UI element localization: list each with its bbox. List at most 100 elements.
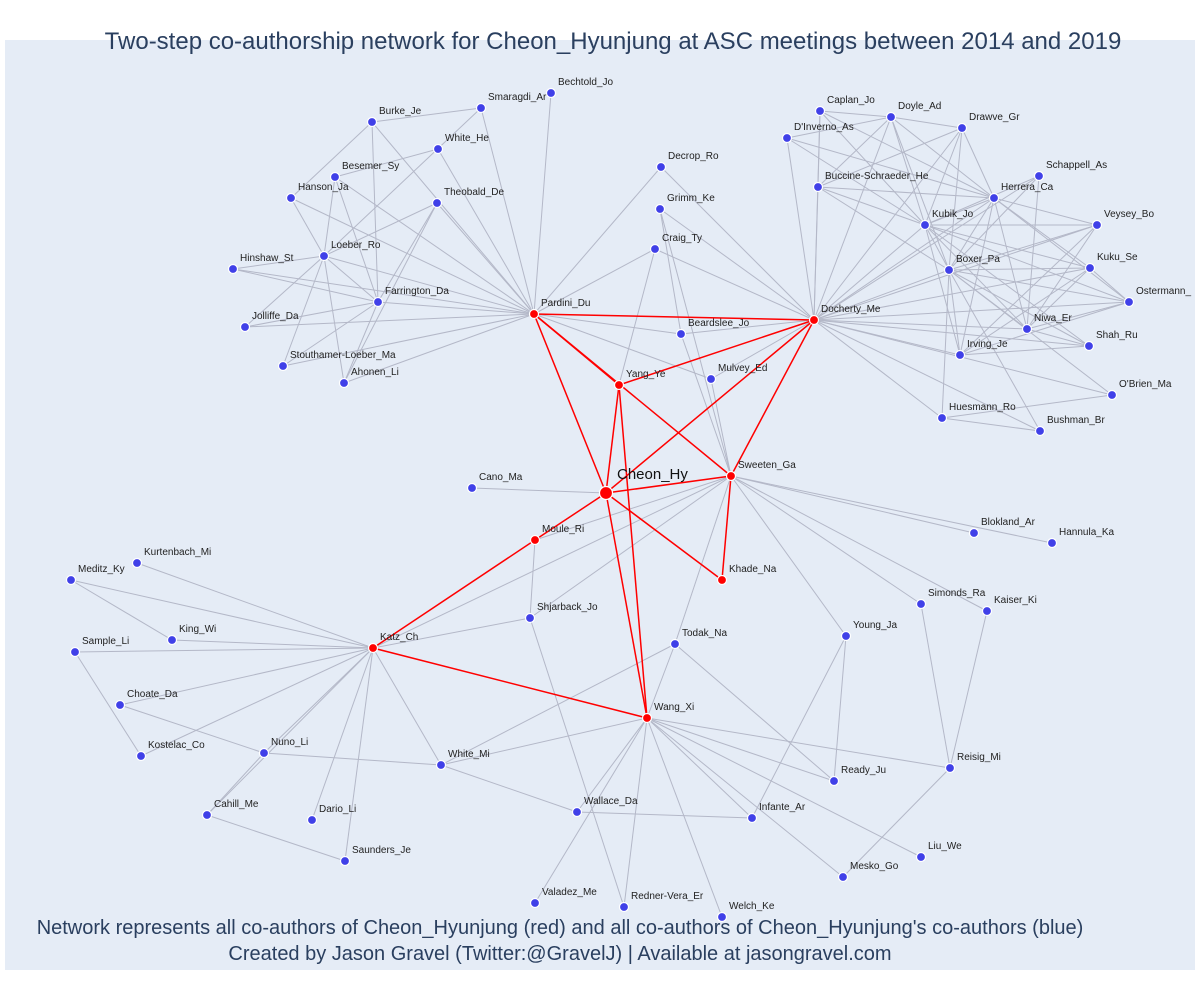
node-hannula-ka[interactable] [1046, 537, 1058, 549]
footer-description: Network represents all co-authors of Che… [36, 917, 1084, 939]
node-drawve-gr[interactable] [956, 122, 968, 134]
node-cheon-hy[interactable] [598, 485, 614, 501]
node-niwa-er[interactable] [1021, 323, 1033, 335]
node-dario-li[interactable] [306, 814, 318, 826]
node-blokland-ar[interactable] [968, 527, 980, 539]
node-label-buccine-schraeder-he: Buccine-Schraeder_He [825, 171, 929, 182]
node-label-welch-ke: Welch_Ke [729, 901, 775, 912]
node-pardini-du[interactable] [528, 308, 540, 320]
node-huesmann-ro[interactable] [936, 412, 948, 424]
node-sweeten-ga[interactable] [725, 470, 737, 482]
node-valadez-me[interactable] [529, 897, 541, 909]
node-bechtold-jo[interactable] [545, 87, 557, 99]
node-redner-vera-er[interactable] [618, 901, 630, 913]
node-infante-ar[interactable] [746, 812, 758, 824]
red-edge-cheon-hy-docherty-me [605, 319, 815, 494]
node-cahill-me[interactable] [201, 809, 213, 821]
node-boxer-pa[interactable] [943, 264, 955, 276]
edge-boxer-pa-ostermann [948, 269, 1130, 303]
node-mulvey-ed[interactable] [705, 373, 717, 385]
edge-young-ja-infante-ar [751, 635, 847, 819]
node-wallace-da[interactable] [571, 806, 583, 818]
node-label-docherty-me: Docherty_Me [821, 304, 881, 315]
node-loeber-ro[interactable] [318, 250, 330, 262]
node-wang-xi[interactable] [641, 712, 653, 724]
node-white-mi[interactable] [435, 759, 447, 771]
node-craig-ty[interactable] [649, 243, 661, 255]
edge-sweeten-ga-todak-na [674, 475, 732, 645]
node-smaragdi-ar[interactable] [475, 102, 487, 114]
node-welch-ke[interactable] [716, 911, 728, 923]
node-meditz-ky[interactable] [65, 574, 77, 586]
node-reisig-mi[interactable] [944, 762, 956, 774]
edge-doyle-ad-buccine-schraeder-he [817, 116, 892, 188]
node-besemer-sy[interactable] [329, 171, 341, 183]
node-burke-je[interactable] [366, 116, 378, 128]
node-kubik-jo[interactable] [919, 219, 931, 231]
node-decrop-ro[interactable] [655, 161, 667, 173]
node-white-he[interactable] [432, 143, 444, 155]
node-kostelac-co[interactable] [135, 750, 147, 762]
node-ready-ju[interactable] [828, 775, 840, 787]
node-kuku-se[interactable] [1084, 262, 1096, 274]
edge-farrington-da-hinshaw-st [232, 268, 379, 303]
node-herrera-ca[interactable] [988, 192, 1000, 204]
node-jolliffe-da[interactable] [239, 321, 251, 333]
edge-meditz-ky-king-wi [70, 579, 173, 641]
node-simonds-ra[interactable] [915, 598, 927, 610]
node-ahonen-li[interactable] [338, 377, 350, 389]
node-buccine-schraeder-he[interactable] [812, 181, 824, 193]
node-hanson-ja[interactable] [285, 192, 297, 204]
node-caplan-jo[interactable] [814, 105, 826, 117]
node-katz-ch[interactable] [367, 642, 379, 654]
node-bushman-br[interactable] [1034, 425, 1046, 437]
node-shjarback-jo[interactable] [524, 612, 536, 624]
node-farrington-da[interactable] [372, 296, 384, 308]
node-o-brien-ma[interactable] [1106, 389, 1118, 401]
edge-veysey-bo-niwa-er [1026, 224, 1098, 330]
node-khade-na[interactable] [716, 574, 728, 586]
node-grimm-ke[interactable] [654, 203, 666, 215]
node-label-ostermann: Ostermann_ [1136, 286, 1191, 297]
node-stouthamer-loeber-ma[interactable] [277, 360, 289, 372]
node-theobald-de[interactable] [431, 197, 443, 209]
node-nuno-li[interactable] [258, 747, 270, 759]
edge-simonds-ra-reisig-mi [920, 603, 951, 769]
node-moule-ri[interactable] [529, 534, 541, 546]
node-d-inverno-as[interactable] [781, 132, 793, 144]
edge-sweeten-ga-moule-ri [534, 475, 732, 541]
node-kurtenbach-mi[interactable] [131, 557, 143, 569]
red-edge-cheon-hy-sweeten-ga [605, 475, 732, 494]
node-mesko-go[interactable] [837, 871, 849, 883]
node-yang-ye[interactable] [613, 379, 625, 391]
edge-beardslee-jo-docherty-me [680, 319, 815, 335]
node-cano-ma[interactable] [466, 482, 478, 494]
node-veysey-bo[interactable] [1091, 219, 1103, 231]
node-choate-da[interactable] [114, 699, 126, 711]
node-doyle-ad[interactable] [885, 111, 897, 123]
node-saunders-je[interactable] [339, 855, 351, 867]
node-docherty-me[interactable] [808, 314, 820, 326]
edge-white-he-besemer-sy [334, 148, 439, 178]
node-beardslee-jo[interactable] [675, 328, 687, 340]
edge-kubik-jo-kuku-se [924, 224, 1091, 269]
node-label-blokland-ar: Blokland_Ar [981, 517, 1036, 528]
node-todak-na[interactable] [669, 638, 681, 650]
node-liu-we[interactable] [915, 851, 927, 863]
node-label-white-mi: White_Mi [448, 749, 490, 760]
edge-decrop-ro-docherty-me [660, 166, 815, 321]
node-sample-li[interactable] [69, 646, 81, 658]
node-shah-ru[interactable] [1083, 340, 1095, 352]
node-irving-je[interactable] [954, 349, 966, 361]
node-young-ja[interactable] [840, 630, 852, 642]
edge-doyle-ad-d-inverno-as [786, 116, 892, 139]
node-hinshaw-st[interactable] [227, 263, 239, 275]
node-king-wi[interactable] [166, 634, 178, 646]
node-kaiser-ki[interactable] [981, 605, 993, 617]
edge-buccine-schraeder-he-boxer-pa [817, 186, 950, 271]
edge-reisig-mi-mesko-go [842, 767, 951, 878]
node-ostermann[interactable] [1123, 296, 1135, 308]
node-schappell-as[interactable] [1033, 170, 1045, 182]
node-label-theobald-de: Theobald_De [444, 187, 504, 198]
